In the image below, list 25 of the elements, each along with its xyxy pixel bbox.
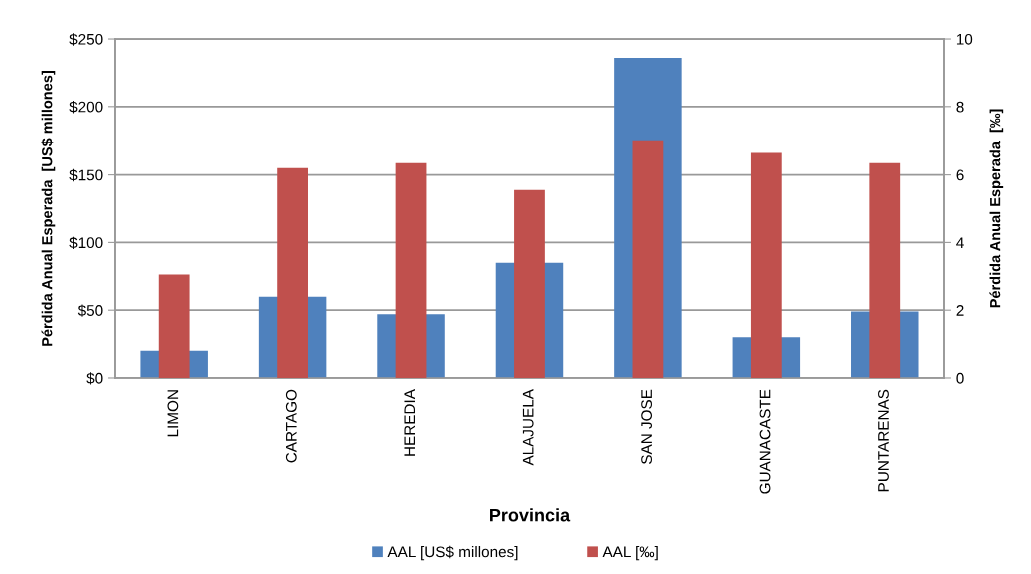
legend-label: AAL [‰] xyxy=(602,546,658,561)
x-tick-label: PUNTARENAS xyxy=(878,389,889,492)
y-tick-label: $150 xyxy=(69,168,103,182)
y2-tick-label: 2 xyxy=(956,305,964,316)
x-tick-label: CARTAGO xyxy=(285,389,297,463)
y2-tick-label: 8 xyxy=(956,101,964,113)
y-tick-label: $250 xyxy=(69,33,103,46)
y2-axis-title: Pérdida Anual Esperada [‰] xyxy=(989,109,1004,308)
y2-tick-label: 4 xyxy=(956,237,964,248)
y2-tick-label: 6 xyxy=(956,169,964,181)
bar xyxy=(632,140,664,378)
x-tick-label: LIMON xyxy=(167,390,179,437)
y-axis-title: Pérdida Anual Esperada [US$ millones] xyxy=(41,71,56,346)
y-tick-label: $0 xyxy=(86,372,103,385)
x-tick-label: HEREDIA xyxy=(404,389,415,456)
x-axis-title: Provincia xyxy=(490,508,571,522)
x-tick-label: SAN JOSE xyxy=(641,389,652,464)
y-tick-label: $200 xyxy=(69,101,103,114)
legend-label: AAL [US$ millones] xyxy=(387,545,518,561)
y2-tick-label: 10 xyxy=(956,33,973,45)
y-tick-label: $100 xyxy=(69,236,103,249)
x-tick-label: ALAJUELA xyxy=(522,389,534,466)
x-tick-label: GUANACASTE xyxy=(759,389,771,494)
y2-tick-label: 0 xyxy=(956,372,964,384)
y-tick-label: $50 xyxy=(77,304,103,317)
